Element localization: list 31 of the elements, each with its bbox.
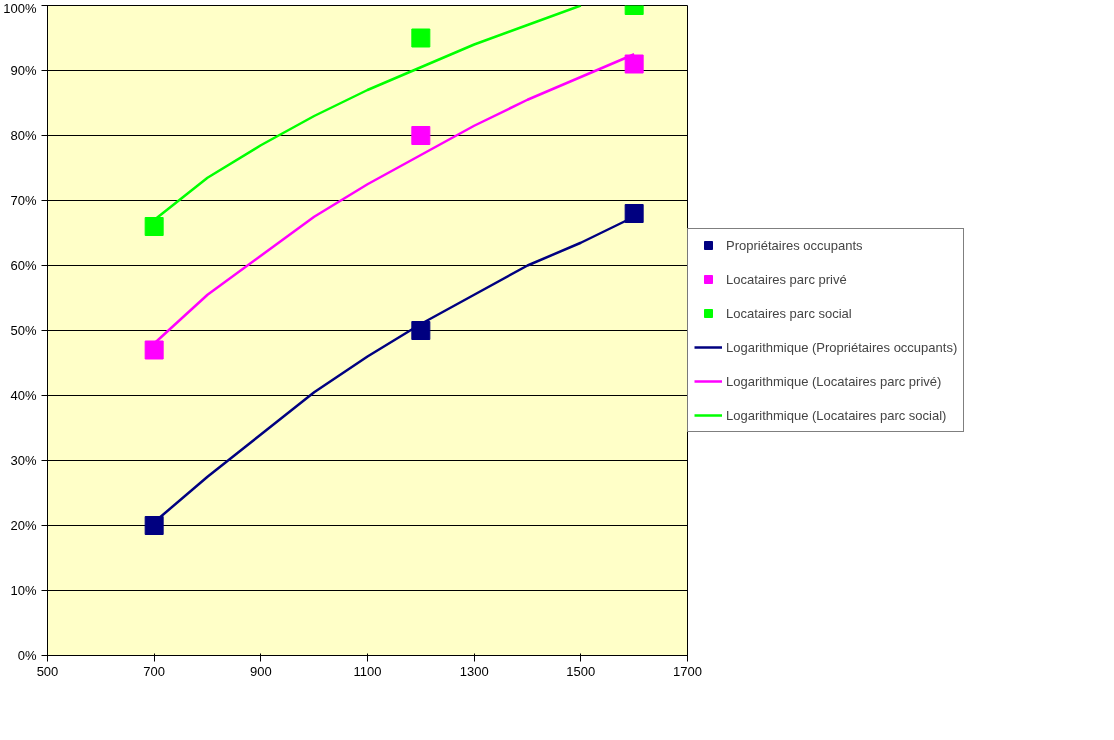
x-tick-label: 1700	[673, 663, 702, 679]
y-tick-label: 20%	[10, 518, 37, 533]
x-tick-label: 900	[249, 663, 272, 679]
point	[624, 54, 644, 74]
x-tick-label: 1500	[566, 663, 596, 679]
legend-label: Propriétaires occupants	[726, 237, 863, 253]
legend-label: Logarithmique (Propriétaires occupants)	[726, 339, 958, 355]
y-tick-label: 60%	[10, 258, 37, 273]
y-tick-label: 0%	[17, 648, 37, 663]
y-tick-label: 30%	[10, 453, 37, 468]
x-tick-label: 1300	[459, 663, 489, 679]
legend-label: Logarithmique (Locataires parc social)	[726, 407, 947, 423]
y-tick-label: 90%	[10, 63, 37, 78]
x-tick-label: 500	[36, 663, 59, 679]
y-tick-label: 70%	[10, 193, 37, 208]
y-tick-label: 50%	[10, 323, 37, 338]
point	[144, 217, 164, 236]
y-tick-label: 40%	[10, 388, 37, 403]
x-tick-label: 700	[143, 663, 166, 679]
point	[624, 204, 644, 223]
legend-label: Locataires parc social	[726, 305, 852, 321]
y-tick-label: 10%	[10, 583, 37, 598]
y-tick-label: 100%	[3, 0, 37, 16]
x-tick-label: 1100	[353, 663, 382, 679]
legend-label: Locataires parc privé	[726, 271, 847, 287]
point	[144, 516, 164, 535]
point	[411, 126, 431, 145]
y-tick-label: 80%	[10, 128, 37, 143]
point	[144, 340, 164, 360]
point	[411, 28, 431, 48]
legend-label: Logarithmique (Locataires parc privé)	[726, 373, 942, 389]
